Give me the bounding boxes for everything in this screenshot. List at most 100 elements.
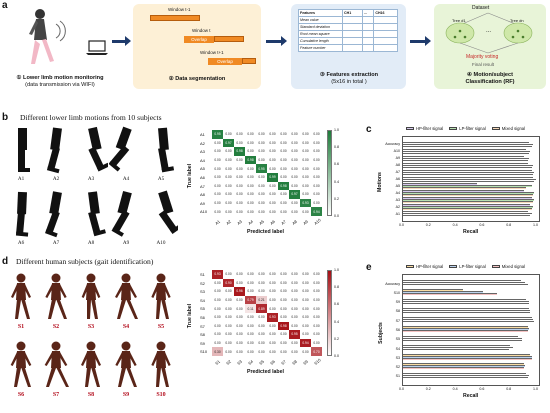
cm-col-label: S1 xyxy=(214,358,221,366)
recall-bar xyxy=(403,169,532,172)
colorbar-tick: 0.4 xyxy=(334,179,339,184)
cm-cell: 0.00 xyxy=(278,295,289,305)
cm-cell: 0.00 xyxy=(256,172,267,182)
motion-figures: A1 A2 A3 A4 A5 A6 A7 A8 A9 A10 xyxy=(2,124,183,252)
recall-bar xyxy=(403,348,509,351)
cm-cell: 0.00 xyxy=(267,321,278,331)
x-tick: 0.8 xyxy=(506,387,512,391)
cm-cell: 0.00 xyxy=(311,147,322,156)
dataset-label: Dataset xyxy=(472,5,490,11)
subject-label: S1 xyxy=(17,324,25,330)
motion-label: A7 xyxy=(52,240,60,246)
subject-label: S6 xyxy=(17,392,25,398)
cm-cell: 0.21 xyxy=(256,295,267,305)
cm-cell: 0.00 xyxy=(289,155,300,165)
colorbar-tick: 0.0 xyxy=(334,214,339,218)
cm-cell: 0.95 xyxy=(256,164,267,173)
cm-cell: 0.00 xyxy=(212,138,223,148)
cm-cell: 0.00 xyxy=(234,155,245,165)
cm-cell: 0.00 xyxy=(256,312,267,322)
cm-cell: 0.00 xyxy=(223,207,234,216)
colorbar-tick: 1.0 xyxy=(334,128,339,132)
cm-cell: 0.93 xyxy=(212,270,223,279)
y-axis-title: Motions xyxy=(376,172,383,192)
recall-bar xyxy=(403,298,527,300)
cm-cell: 0.98 xyxy=(245,155,256,165)
cm-cell: 0.00 xyxy=(300,138,311,148)
tree-ellipsis: ... xyxy=(486,28,492,34)
colorbar xyxy=(327,130,332,216)
colorbar-tick: 1.0 xyxy=(334,268,339,272)
recall-bar xyxy=(403,307,529,310)
recall-bar xyxy=(403,367,524,369)
category-tick: Accuracy xyxy=(385,281,400,286)
overlap-2: Overlap xyxy=(208,58,242,65)
random-forest-diagram xyxy=(445,12,533,54)
cm-row-label: A9 xyxy=(200,200,205,206)
recall-chart-motions: HP-filter signal LP-filter signal Mixed si… xyxy=(376,124,546,246)
recall-bar xyxy=(403,142,529,144)
cm-cell: 0.00 xyxy=(267,270,278,279)
cm-cell: 0.00 xyxy=(289,172,300,182)
cm-cell: 0.00 xyxy=(289,181,300,191)
cm-cell: 0.00 xyxy=(212,198,223,208)
cm-cell: 0.00 xyxy=(278,164,289,173)
cm-cell: 0.00 xyxy=(234,130,245,139)
cm-row-label: A2 xyxy=(200,140,205,146)
cm-cell: 0.94 xyxy=(300,338,311,348)
cm-row-label: A10 xyxy=(200,209,208,215)
category-tick: S7 xyxy=(395,318,400,323)
cm-cell: 0.00 xyxy=(223,164,234,173)
arrow-1 xyxy=(112,36,131,46)
cm-cell: 0.00 xyxy=(234,198,245,208)
cm-cell: 0.00 xyxy=(300,172,311,182)
cm-cell: 0.00 xyxy=(223,172,234,182)
cm-cell: 0.00 xyxy=(278,347,289,356)
cm-cell: 0.00 xyxy=(289,287,300,296)
recall-bar xyxy=(403,187,527,189)
recall-bar xyxy=(403,311,531,314)
recall-bar xyxy=(403,326,528,328)
y-axis-title: Subjects xyxy=(377,322,384,344)
subject-label: S3 xyxy=(87,324,95,330)
recall-bar xyxy=(403,363,524,365)
cm-row-label: A1 xyxy=(200,132,205,137)
cm-cell: 0.00 xyxy=(278,207,289,216)
confusion-matrix-motions: 0.95 0.00 0.00 0.00 0.00 0.00 0.00 0.00 0.00 0.00… xyxy=(187,128,358,253)
window-label-prev: Window t-1 xyxy=(168,7,191,12)
cm-row-label: S1 xyxy=(200,272,205,277)
cm-cell: 0.95 xyxy=(212,130,223,139)
category-tick: S6 xyxy=(395,328,400,332)
subject-figures: S1 S2 S3 S4 S5 S6 S7 S8 S9 S10 xyxy=(2,268,182,408)
cm-cell: 0.00 xyxy=(245,312,256,322)
majority-voting-label: Majority voting xyxy=(466,54,499,60)
cm-cell: 0.98 xyxy=(278,181,289,191)
cm-cell: 0.00 xyxy=(256,321,267,331)
cm-cell: 0.00 xyxy=(256,130,267,139)
cm-cell: 0.00 xyxy=(212,312,223,322)
recall-bar xyxy=(403,155,524,158)
cm-cell: 0.00 xyxy=(289,270,300,279)
stage2-caption: ② Data segmentation xyxy=(168,76,226,82)
cm-cell: 0.00 xyxy=(212,278,223,288)
cm-cell: 0.00 xyxy=(278,172,289,182)
cm-cell: 0.00 xyxy=(289,321,300,331)
cm-col-label: S3 xyxy=(236,358,243,366)
feature-table: Features CH1 ... CH16 Mean value Standar… xyxy=(298,9,398,52)
x-axis-title: Recall xyxy=(463,229,479,235)
x-tick: 0.6 xyxy=(479,387,485,391)
recall-bar xyxy=(403,337,523,340)
subject-label: S7 xyxy=(52,392,60,398)
cm-cell: 0.00 xyxy=(223,287,234,296)
subject-label: S8 xyxy=(87,392,95,398)
stage4-box xyxy=(434,4,546,89)
recall-bar xyxy=(403,358,532,360)
cm-cell: 0.00 xyxy=(267,295,278,305)
cm-col-label: S5 xyxy=(258,358,265,366)
cm-cell: 0.00 xyxy=(256,287,267,296)
category-tick: S10 xyxy=(393,290,400,295)
cm-x-axis-title: Predicted label xyxy=(247,369,284,375)
cm-cell: 0.00 xyxy=(245,130,256,139)
cm-cell: 0.94 xyxy=(311,207,322,216)
cm-cell: 0.98 xyxy=(234,147,245,156)
